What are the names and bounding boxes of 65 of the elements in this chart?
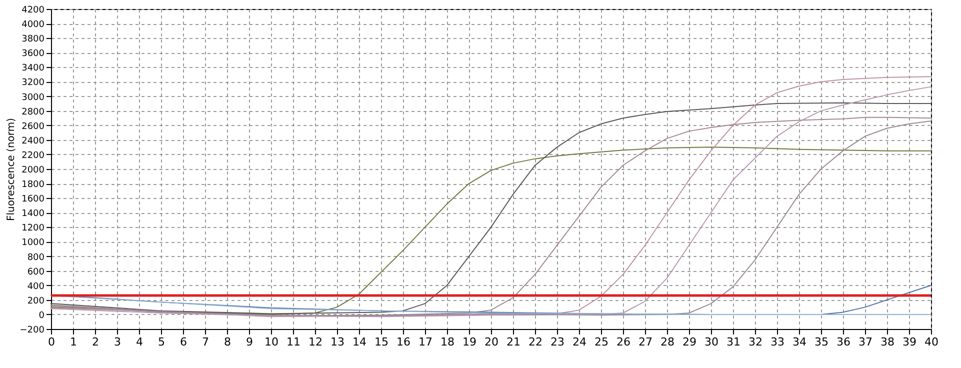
y-tick-label: 4000 (22, 20, 45, 30)
x-tick-label: 24 (572, 336, 586, 348)
x-tick-label: 40 (924, 336, 938, 348)
x-tick-label: 6 (180, 336, 187, 348)
x-tick-label: 2 (92, 336, 99, 348)
y-tick-label: 600 (27, 267, 45, 278)
x-tick-label: 26 (616, 336, 630, 348)
x-tick-label: 12 (308, 336, 322, 348)
y-tick-label: 3000 (22, 92, 45, 103)
x-tick-label: 3 (114, 336, 121, 348)
x-tick-label: 16 (396, 336, 410, 348)
x-tick-label: 18 (440, 336, 454, 348)
y-tick-label: 1000 (22, 238, 45, 248)
x-tick-label: 21 (506, 336, 520, 348)
y-tick-label: 3600 (22, 49, 45, 60)
x-tick-label: 23 (550, 336, 564, 348)
y-tick-label: 2000 (22, 166, 45, 176)
x-tick-label: 17 (418, 336, 432, 348)
y-tick-label: 3200 (22, 78, 45, 88)
x-tick-label: 10 (264, 336, 278, 348)
y-tick-label: 1800 (22, 180, 45, 190)
x-tick-label: 27 (638, 336, 652, 348)
y-tick-label: 2800 (22, 107, 45, 118)
y-tick-label: 2400 (22, 136, 45, 146)
x-tick-label: 38 (880, 336, 894, 348)
y-tick-label: 4200 (22, 6, 45, 16)
y-tick-label: 3800 (22, 34, 45, 45)
y-tick-label: 0 (38, 310, 45, 321)
y-tick-label: −200 (20, 326, 45, 336)
x-tick-label: 34 (792, 336, 806, 348)
x-tick-label: 13 (330, 336, 344, 348)
y-tick-label: 2200 (22, 150, 45, 161)
x-tick-label: 36 (836, 336, 850, 348)
y-tick-label: 2600 (22, 122, 45, 132)
x-tick-label: 39 (902, 336, 916, 348)
x-tick-label: 28 (660, 336, 674, 348)
x-tick-label: 33 (770, 336, 784, 348)
x-tick-label: 22 (528, 336, 542, 348)
x-tick-label: 8 (224, 336, 231, 348)
x-tick-label: 1 (70, 336, 77, 348)
x-tick-label: 4 (136, 336, 143, 348)
x-tick-label: 29 (682, 336, 696, 348)
y-axis-title: Fluorescence (norm) (6, 118, 17, 221)
x-tick-label: 30 (704, 336, 718, 348)
y-tick-label: 1400 (22, 209, 45, 220)
x-tick-label: 37 (858, 336, 872, 348)
y-tick-label: 3400 (22, 64, 45, 74)
x-tick-label: 19 (462, 336, 476, 348)
x-tick-label: 5 (158, 336, 165, 348)
x-tick-label: 7 (202, 336, 209, 348)
x-tick-label: 14 (352, 336, 366, 348)
x-tick-label: 0 (48, 336, 55, 348)
y-tick-label: 400 (27, 282, 45, 292)
y-tick-label: 200 (27, 296, 45, 306)
y-tick-label: 1600 (22, 194, 45, 205)
x-tick-label: 25 (594, 336, 608, 348)
x-tick-label: 35 (814, 336, 828, 348)
y-tick-label: 1200 (22, 224, 45, 234)
x-tick-label: 9 (246, 336, 253, 348)
y-tick-label: 800 (27, 252, 45, 263)
x-tick-label: 31 (726, 336, 740, 348)
x-tick-label: 32 (748, 336, 762, 348)
x-tick-label: 15 (374, 336, 388, 348)
x-tick-label: 11 (286, 336, 300, 348)
x-tick-label: 20 (484, 336, 498, 348)
